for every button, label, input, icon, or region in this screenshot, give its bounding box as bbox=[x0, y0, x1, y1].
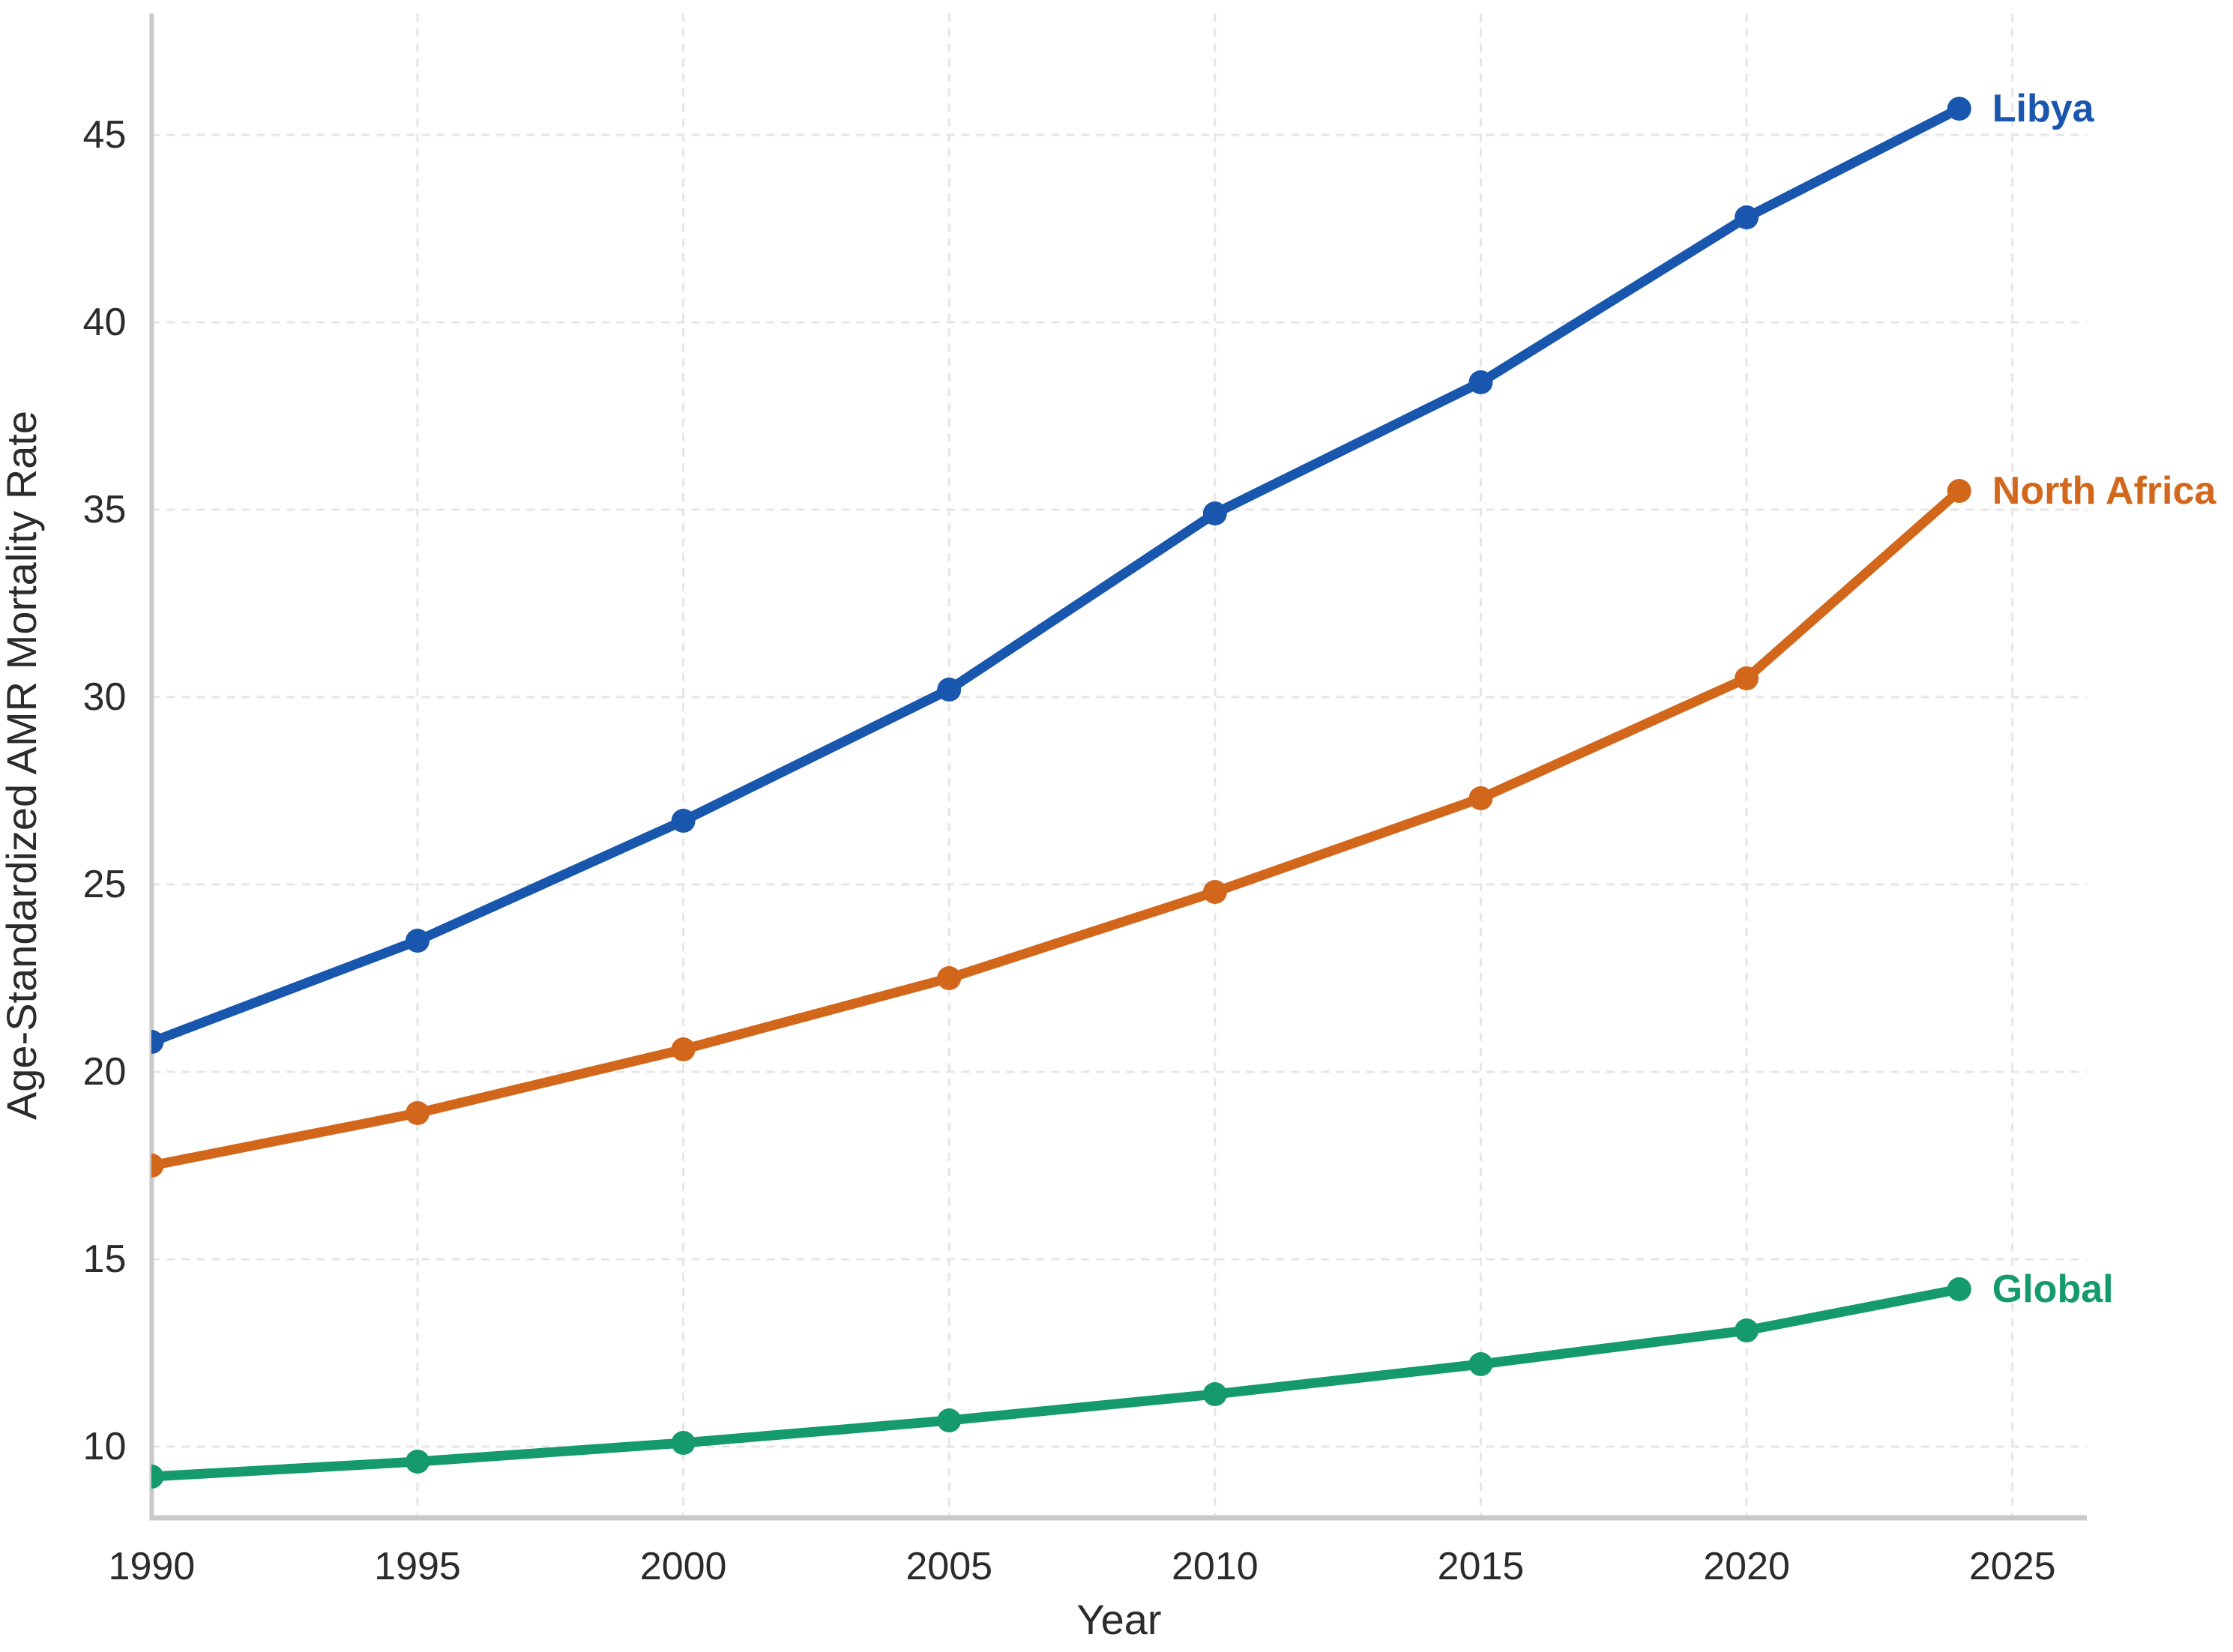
series-label-north-africa: North Africa bbox=[1992, 469, 2217, 513]
data-point-marker bbox=[1735, 666, 1759, 690]
y-tick-label: 35 bbox=[83, 488, 127, 531]
data-point-marker bbox=[1947, 1277, 1971, 1301]
series-lines bbox=[151, 97, 1971, 1489]
y-tick-label: 10 bbox=[83, 1425, 127, 1468]
data-point-marker bbox=[1735, 1318, 1759, 1342]
x-tick-label: 2025 bbox=[1969, 1545, 2056, 1588]
data-point-marker bbox=[1947, 479, 1971, 503]
data-point-marker bbox=[1202, 880, 1227, 904]
x-tick-label: 2005 bbox=[905, 1545, 992, 1588]
series-line-north-africa bbox=[151, 486, 1965, 1171]
data-point-marker bbox=[151, 1465, 164, 1489]
y-tick-label: 20 bbox=[83, 1050, 127, 1094]
data-point-marker bbox=[937, 966, 962, 990]
data-point-marker bbox=[671, 1431, 696, 1455]
data-point-marker bbox=[1735, 205, 1759, 229]
series-end-labels: Libya North Africa Global bbox=[1992, 87, 2217, 1311]
data-point-marker bbox=[1468, 370, 1493, 394]
y-tick-label: 45 bbox=[83, 113, 127, 157]
data-point-marker bbox=[1468, 1352, 1493, 1376]
x-tick-label: 1990 bbox=[109, 1545, 196, 1588]
gridlines bbox=[150, 13, 2087, 1518]
axes bbox=[149, 13, 2087, 1521]
data-point-marker bbox=[151, 1154, 164, 1178]
y-axis-title: Age-Standardized AMR Mortality Rate bbox=[0, 411, 45, 1120]
x-tick-label: 2020 bbox=[1703, 1545, 1790, 1588]
series-line-global bbox=[151, 1284, 1965, 1482]
series-label-libya: Libya bbox=[1992, 87, 2095, 130]
x-tick-label: 2010 bbox=[1172, 1545, 1259, 1588]
data-point-marker bbox=[1947, 97, 1971, 121]
series-line-libya bbox=[151, 103, 1965, 1047]
data-point-marker bbox=[406, 1101, 430, 1125]
data-point-marker bbox=[671, 1037, 696, 1061]
data-point-marker bbox=[406, 929, 430, 953]
data-point-marker bbox=[1468, 786, 1493, 810]
data-point-marker bbox=[406, 1450, 430, 1474]
x-tick-label: 1995 bbox=[374, 1545, 461, 1588]
data-point-marker bbox=[937, 678, 962, 702]
data-point-marker bbox=[671, 809, 696, 833]
x-axis-title: Year bbox=[1076, 1596, 1161, 1643]
data-point-marker bbox=[1202, 501, 1227, 525]
y-tick-label: 40 bbox=[83, 301, 127, 344]
data-point-marker bbox=[937, 1408, 962, 1432]
y-tick-label: 30 bbox=[83, 675, 127, 719]
x-tick-label: 2015 bbox=[1438, 1545, 1525, 1588]
series-label-global: Global bbox=[1992, 1267, 2114, 1311]
data-point-marker bbox=[1202, 1382, 1227, 1406]
y-tick-label: 15 bbox=[83, 1238, 127, 1281]
x-tick-label: 2000 bbox=[640, 1545, 727, 1588]
data-point-marker bbox=[151, 1030, 164, 1054]
y-tick-label: 25 bbox=[83, 863, 127, 906]
